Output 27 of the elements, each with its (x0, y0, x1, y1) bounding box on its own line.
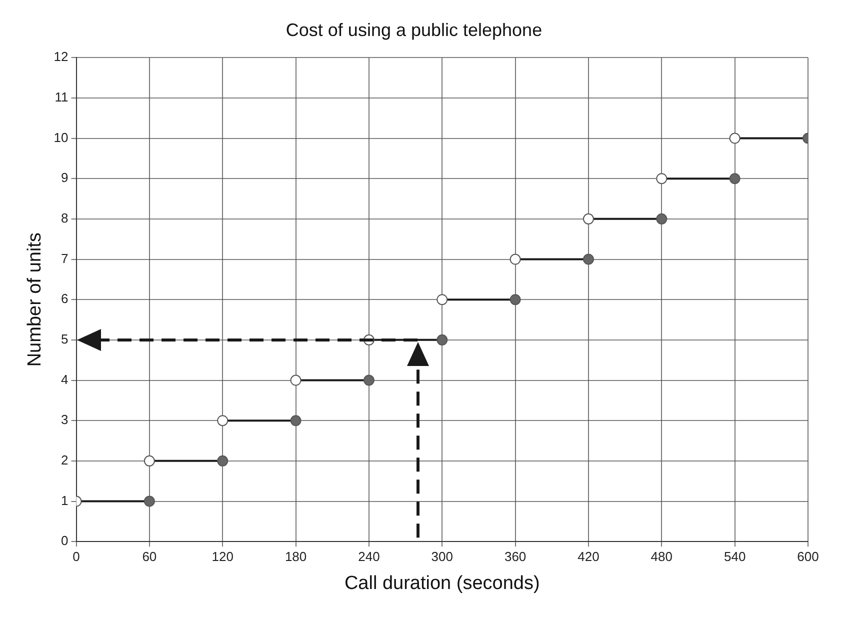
chart-title: Cost of using a public telephone (286, 20, 542, 40)
y-tick-label: 10 (54, 130, 68, 145)
x-tick-label: 300 (431, 548, 453, 564)
x-tick-label: 60 (142, 548, 157, 564)
y-tick-label: 0 (61, 533, 68, 548)
y-tick-label: 11 (54, 90, 68, 105)
x-tick-label: 480 (650, 548, 673, 564)
y-axis-title: Number of units (24, 232, 46, 367)
y-tick-label: 2 (61, 452, 68, 468)
y-tick-label: 6 (61, 291, 68, 306)
x-tick-label: 360 (504, 548, 526, 564)
y-tick-label: 5 (61, 332, 68, 347)
x-tick-label: 240 (358, 548, 380, 564)
y-tick-label: 7 (61, 250, 68, 266)
y-tick-label: 8 (61, 210, 68, 226)
x-tick-label: 120 (212, 548, 234, 564)
y-tick-label: 4 (61, 372, 68, 387)
y-tick-label: 1 (61, 492, 68, 508)
y-tick-label: 9 (61, 170, 68, 186)
x-tick-label: 0 (72, 548, 80, 564)
x-tick-label: 420 (578, 548, 600, 564)
x-tick-label: 180 (284, 548, 307, 564)
y-tick-label: 3 (61, 412, 68, 428)
x-axis-title: Call duration (seconds) (344, 572, 540, 594)
x-tick-label: 540 (724, 548, 746, 564)
y-tick-label: 12 (54, 49, 68, 64)
x-tick-label: 600 (797, 548, 819, 564)
